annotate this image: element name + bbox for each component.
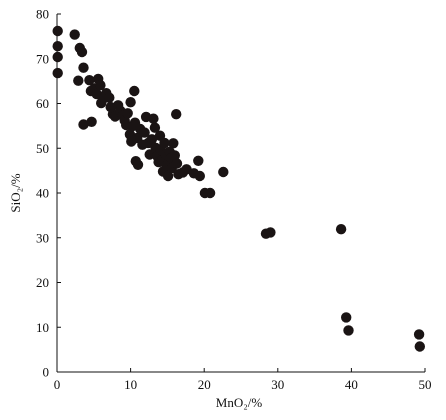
x-axis-label: MnO₂/% — [216, 395, 263, 410]
x-tick-label: 40 — [345, 377, 358, 392]
tick-marks — [56, 13, 426, 373]
data-point — [52, 67, 63, 79]
data-point — [86, 116, 97, 128]
data-point — [149, 122, 161, 133]
data-point — [104, 92, 115, 103]
data-point — [52, 51, 63, 63]
data-point — [414, 341, 425, 352]
y-tick-label: 70 — [36, 51, 49, 66]
data-point — [162, 170, 174, 182]
data-point — [168, 138, 179, 149]
data-point — [95, 80, 106, 91]
data-point — [343, 325, 354, 336]
x-tick-label: 50 — [419, 377, 432, 392]
data-point — [204, 187, 216, 199]
data-point — [129, 85, 140, 97]
data-point — [52, 41, 63, 52]
data-point — [139, 127, 150, 138]
x-tick-label: 30 — [271, 377, 284, 392]
data-point — [218, 166, 229, 178]
data-point — [84, 75, 95, 86]
data-point — [265, 227, 276, 238]
tick-labels: 0 10 20 30 40 50 60 70 80 0 10 20 30 40 50 — [36, 7, 432, 393]
data-point — [193, 155, 204, 166]
y-tick-label: 50 — [36, 141, 49, 156]
data-point — [76, 46, 88, 58]
data-point — [146, 134, 158, 145]
y-tick-label: 20 — [36, 275, 49, 290]
data-point — [132, 159, 144, 170]
data-point — [78, 119, 89, 130]
y-tick-label: 40 — [36, 186, 49, 201]
data-point — [78, 62, 89, 73]
axes — [56, 14, 425, 373]
x-tick-label: 20 — [198, 377, 211, 392]
data-point — [52, 25, 63, 37]
y-axis-label: SiO₂/% — [8, 173, 23, 212]
data-point — [73, 75, 84, 86]
data-point — [122, 108, 133, 119]
data-point — [194, 170, 205, 182]
data-point — [159, 137, 170, 149]
y-tick-label: 10 — [36, 320, 49, 335]
data-point — [171, 158, 183, 169]
data-point — [413, 329, 425, 340]
data-points — [52, 25, 425, 352]
x-tick-label: 0 — [54, 377, 61, 392]
data-point — [69, 29, 80, 40]
data-point — [169, 150, 180, 161]
y-tick-label: 60 — [36, 96, 49, 111]
y-tick-label: 0 — [43, 365, 50, 380]
data-point — [125, 97, 136, 108]
data-point — [148, 113, 159, 124]
y-tick-label: 80 — [36, 7, 49, 22]
data-point — [341, 312, 352, 323]
x-tick-label: 10 — [124, 377, 137, 392]
data-point — [171, 109, 182, 120]
data-point — [335, 224, 347, 235]
y-tick-label: 30 — [36, 230, 49, 245]
